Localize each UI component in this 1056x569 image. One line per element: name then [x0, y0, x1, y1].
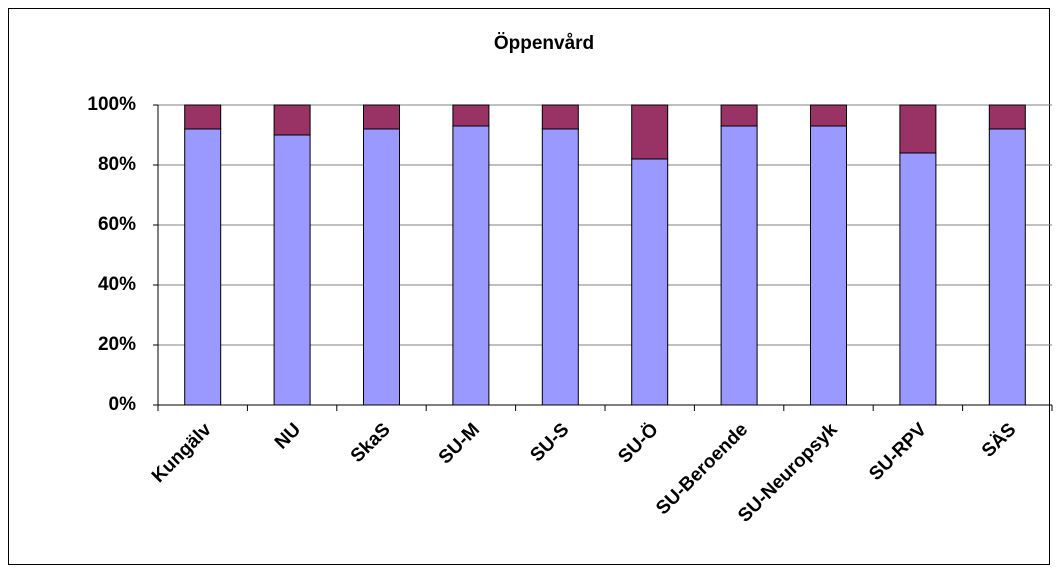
bar-segment — [273, 134, 311, 406]
bar-segment — [988, 104, 1026, 130]
bar-segment — [899, 104, 937, 154]
y-tick-label: 60% — [98, 214, 136, 235]
bar-segment — [810, 104, 847, 127]
y-tick-label: 80% — [98, 154, 136, 175]
y-tick-label: 40% — [98, 274, 136, 295]
bar-segment — [452, 125, 490, 406]
y-tick-label: 100% — [87, 94, 136, 115]
bar-segment — [988, 128, 1026, 406]
bar-segment — [810, 125, 847, 406]
bar-segment — [631, 158, 669, 406]
bar-segment — [184, 128, 222, 406]
y-tick-label: 0% — [109, 394, 137, 415]
bar-segment — [541, 128, 579, 406]
chart-border — [8, 8, 1050, 565]
chart-title: Öppenvård — [494, 33, 594, 54]
bar-segment — [541, 104, 579, 130]
bar-segment — [631, 104, 669, 160]
bar-segment — [899, 152, 937, 406]
bar-segment — [720, 125, 758, 406]
bar-segment — [452, 104, 490, 127]
bar-segment — [720, 104, 758, 127]
bar-segment — [273, 104, 311, 136]
y-tick-label: 20% — [98, 334, 136, 355]
bar-segment — [184, 104, 222, 130]
bar-segment — [363, 104, 400, 130]
bar-segment — [363, 128, 400, 406]
